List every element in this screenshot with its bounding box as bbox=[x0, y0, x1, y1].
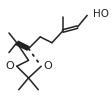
Text: HO: HO bbox=[92, 9, 108, 19]
Text: O: O bbox=[5, 61, 14, 71]
Text: O: O bbox=[43, 61, 52, 71]
